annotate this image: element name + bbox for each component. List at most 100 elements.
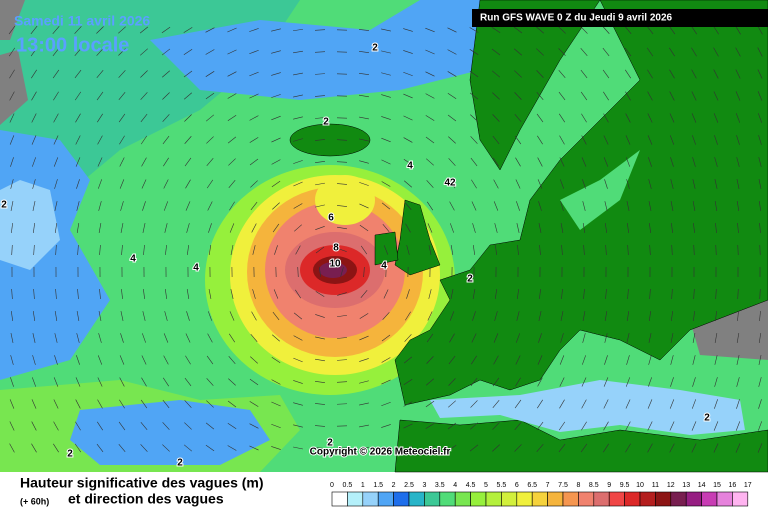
arrow (603, 443, 609, 453)
arrow (758, 157, 762, 167)
arrow (649, 223, 651, 233)
arrow (491, 70, 501, 78)
arrow (736, 135, 740, 145)
arrow (250, 356, 258, 364)
arrow (603, 91, 609, 101)
arrow (626, 311, 630, 321)
arrow (205, 49, 215, 55)
arrow (161, 48, 171, 56)
arrow (54, 311, 58, 321)
arrow (381, 28, 391, 32)
arrow (470, 377, 478, 387)
arrow (96, 421, 104, 431)
arrow (581, 399, 587, 409)
arrow (99, 244, 101, 256)
arrow (52, 26, 60, 34)
arrow (206, 158, 214, 166)
arrow (426, 356, 434, 364)
arrow (314, 73, 326, 75)
arrow (142, 333, 146, 343)
arrow (648, 355, 652, 365)
arrow (52, 47, 60, 57)
arrow (692, 179, 696, 189)
arrow (449, 201, 455, 211)
color-box (732, 491, 749, 507)
arrow (54, 355, 58, 365)
arrow (162, 70, 170, 78)
arrow (162, 114, 170, 122)
arrow (448, 179, 456, 189)
color-box (593, 491, 610, 507)
arrow (359, 116, 369, 120)
arrow (492, 444, 500, 452)
arrow (450, 223, 454, 233)
arrow (96, 26, 104, 34)
arrow (581, 135, 587, 145)
arrow (692, 135, 696, 145)
arrow (514, 444, 522, 452)
arrow (249, 93, 259, 99)
arrow (141, 157, 147, 167)
arrow (31, 135, 37, 145)
color-box (439, 491, 456, 507)
arrow (758, 135, 762, 145)
arrow (605, 288, 607, 300)
color-box (516, 491, 533, 507)
arrow (336, 337, 348, 339)
color-box (501, 491, 518, 507)
arrow (671, 288, 673, 300)
arrow (406, 289, 410, 299)
arrow (513, 26, 523, 34)
arrow (758, 201, 762, 211)
arrow (735, 443, 741, 453)
arrow (713, 421, 719, 431)
arrow (425, 115, 435, 121)
arrow (580, 48, 588, 56)
arrow (537, 355, 543, 365)
arrow (625, 135, 631, 145)
arrow (428, 245, 432, 255)
arrow (560, 333, 564, 343)
arrow (382, 312, 390, 320)
arrow (293, 116, 303, 120)
arrow (603, 135, 609, 145)
arrow (143, 244, 145, 256)
arrow (33, 223, 35, 233)
arrow (647, 421, 653, 431)
arrow (31, 421, 37, 431)
arrow (96, 91, 104, 101)
arrow (315, 246, 325, 254)
arrow (359, 29, 369, 31)
contour-label: 4 (381, 261, 387, 272)
arrow (428, 289, 432, 299)
arrow (206, 355, 214, 365)
arrow (359, 358, 369, 362)
arrow (536, 48, 544, 56)
color-box (362, 491, 379, 507)
arrow (119, 377, 125, 387)
arrow (31, 443, 37, 453)
arrow (648, 377, 652, 387)
arrow (493, 355, 499, 365)
arrow (121, 244, 123, 256)
color-box (701, 491, 718, 507)
arrow (363, 266, 365, 278)
arrow (736, 201, 740, 211)
arrow (315, 381, 325, 383)
arrow (536, 70, 544, 78)
arrow (336, 403, 348, 405)
arrow (205, 422, 215, 430)
contour-label: 2 (372, 43, 378, 54)
arrow (538, 333, 542, 343)
arrow (647, 443, 653, 453)
arrow (625, 113, 631, 123)
arrow (381, 379, 391, 385)
arrow (205, 114, 215, 122)
contour-label: 42 (444, 178, 456, 189)
arrow (669, 399, 675, 409)
arrow (54, 223, 58, 233)
arrow (359, 203, 369, 209)
arrow (403, 93, 413, 99)
arrow (427, 223, 433, 233)
arrow (472, 289, 476, 299)
